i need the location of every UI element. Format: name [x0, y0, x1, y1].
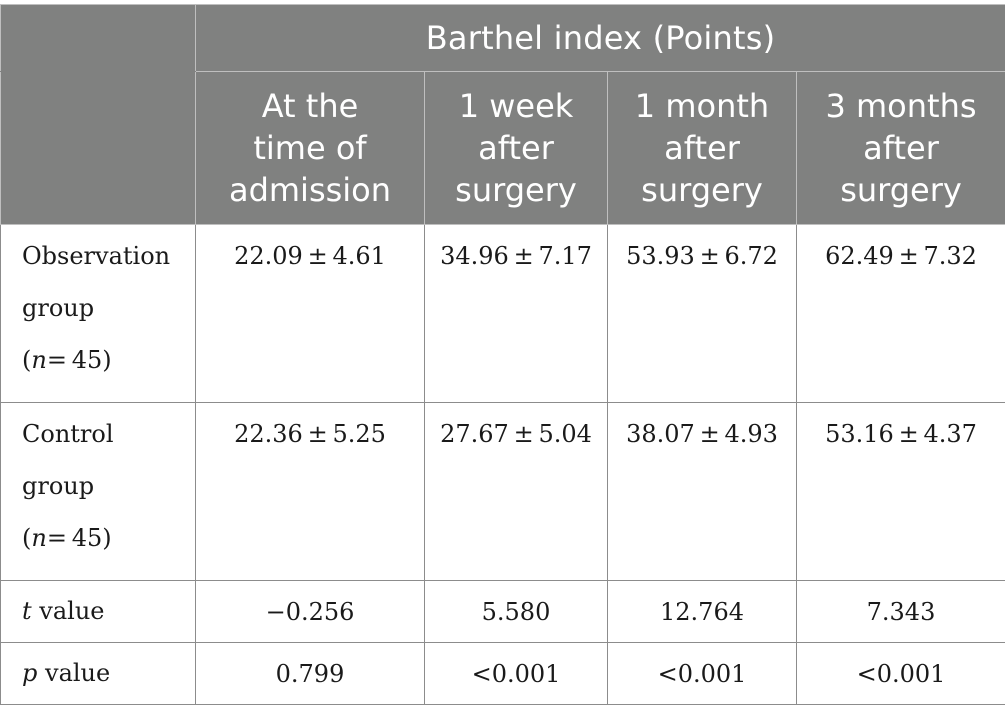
row-label-line: group	[22, 472, 94, 500]
table-cell: 22.36 ± 5.25	[196, 403, 425, 581]
sample-size-symbol: n	[31, 346, 46, 374]
column-header-1-week: 1 week after surgery	[425, 72, 608, 225]
table-row-p-value: p value 0.799 <0.001 <0.001 <0.001	[1, 643, 1005, 705]
table-cell: 7.343	[797, 581, 1005, 643]
column-header-line: time of	[253, 129, 366, 167]
table-cell: 27.67 ± 5.04	[425, 403, 608, 581]
column-header-admission: At the time of admission	[196, 72, 425, 225]
column-header-line: surgery	[840, 171, 962, 209]
column-header-line: 1 week	[459, 87, 574, 125]
column-header-line: surgery	[641, 171, 763, 209]
column-header-line: after	[863, 129, 939, 167]
stat-symbol: p	[22, 659, 37, 687]
stat-label: value	[37, 659, 110, 687]
sample-size-value: = 45	[47, 524, 102, 552]
row-label-p-value: p value	[1, 643, 196, 705]
table-row-t-value: t value −0.256 5.580 12.764 7.343	[1, 581, 1005, 643]
table-cell: 62.49 ± 7.32	[797, 225, 1005, 403]
barthel-index-table: Barthel index (Points) At the time of admi…	[0, 4, 1005, 705]
row-label-line: Control	[22, 420, 114, 448]
column-header-line: after	[664, 129, 740, 167]
table-cell: −0.256	[196, 581, 425, 643]
column-header-line: At the	[262, 87, 359, 125]
table-cell: 5.580	[425, 581, 608, 643]
column-header-line: after	[478, 129, 554, 167]
sample-size-symbol: n	[31, 524, 46, 552]
table-cell: 0.799	[196, 643, 425, 705]
corner-cell-lower	[1, 72, 196, 225]
table-cell: 38.07 ± 4.93	[608, 403, 797, 581]
row-label-t-value: t value	[1, 581, 196, 643]
stat-symbol: t	[22, 597, 32, 625]
column-header-1-month: 1 month after surgery	[608, 72, 797, 225]
table-cell: 53.93 ± 6.72	[608, 225, 797, 403]
table-cell: 53.16 ± 4.37	[797, 403, 1005, 581]
column-header-3-months: 3 months after surgery	[797, 72, 1005, 225]
corner-cell	[1, 5, 196, 72]
stat-label: value	[32, 597, 105, 625]
header-group-row: Barthel index (Points)	[1, 5, 1005, 72]
sample-size-value: = 45	[47, 346, 102, 374]
table-cell: 12.764	[608, 581, 797, 643]
table-cell: 34.96 ± 7.17	[425, 225, 608, 403]
table-cell: <0.001	[608, 643, 797, 705]
table-cell: <0.001	[797, 643, 1005, 705]
table-cell: <0.001	[425, 643, 608, 705]
column-header-line: 3 months	[825, 87, 976, 125]
column-header-line: surgery	[455, 171, 577, 209]
row-label-line: Observation	[22, 242, 170, 270]
column-header-line: 1 month	[635, 87, 769, 125]
column-header-line: admission	[229, 171, 391, 209]
group-header: Barthel index (Points)	[196, 5, 1005, 72]
table-cell: 22.09 ± 4.61	[196, 225, 425, 403]
header-column-row: At the time of admission 1 week after surger…	[1, 72, 1005, 225]
row-label-line: group	[22, 294, 94, 322]
